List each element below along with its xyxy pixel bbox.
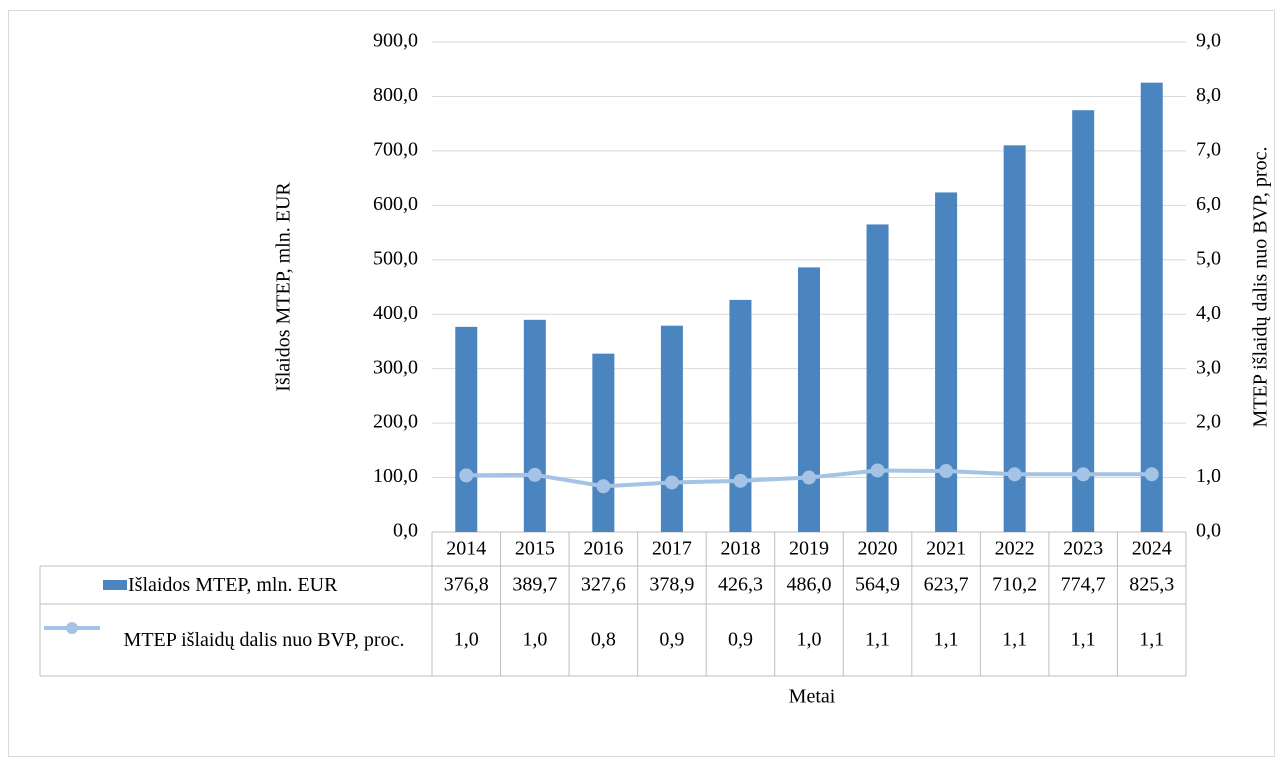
y2-tick-label: 1,0 xyxy=(1196,465,1221,487)
table-value: 0,9 xyxy=(659,629,684,651)
bar xyxy=(729,299,752,532)
legend-key xyxy=(103,580,127,590)
line-marker xyxy=(870,463,885,478)
table-value: 378,9 xyxy=(649,574,694,596)
line-marker xyxy=(459,468,474,483)
y-axis-title: Išlaidos MTEP, mln. EUR xyxy=(273,182,295,392)
legend-key xyxy=(66,622,78,634)
chart-border xyxy=(8,10,1275,757)
y-tick-label: 200,0 xyxy=(373,411,418,433)
bar xyxy=(1003,145,1026,532)
line-marker xyxy=(733,473,748,488)
bar xyxy=(455,326,478,532)
line-marker xyxy=(596,479,611,494)
y-tick-label: 300,0 xyxy=(373,356,418,378)
bar xyxy=(592,353,615,532)
y2-axis-title: MTEP išlaidų dalis nuo BVP, proc. xyxy=(1250,147,1272,428)
table-value: 389,7 xyxy=(512,574,557,596)
y2-tick-label: 8,0 xyxy=(1196,84,1221,106)
bar xyxy=(1140,82,1163,533)
x-tick-label: 2024 xyxy=(1132,538,1172,560)
x-axis-title: Metai xyxy=(789,686,836,708)
line-marker xyxy=(527,467,542,482)
y-tick-label: 500,0 xyxy=(373,247,418,269)
y2-tick-label: 0,0 xyxy=(1196,520,1221,542)
table-value: 1,1 xyxy=(865,629,890,651)
table-value: 1,1 xyxy=(1002,629,1027,651)
table-value: 1,1 xyxy=(1071,629,1096,651)
y-tick-label: 100,0 xyxy=(373,465,418,487)
table-value: 1,1 xyxy=(934,629,959,651)
table-value: 327,6 xyxy=(581,574,626,596)
y-tick-label: 800,0 xyxy=(373,84,418,106)
table-value: 564,9 xyxy=(855,574,900,596)
table-value: 0,9 xyxy=(728,629,753,651)
y-tick-label: 400,0 xyxy=(373,302,418,324)
table-value: 774,7 xyxy=(1061,574,1106,596)
table-value: 623,7 xyxy=(924,574,969,596)
x-tick-label: 2020 xyxy=(858,538,898,560)
y-tick-label: 700,0 xyxy=(373,138,418,160)
x-tick-label: 2017 xyxy=(652,538,692,560)
bar xyxy=(935,192,958,532)
x-tick-label: 2022 xyxy=(995,538,1035,560)
bar xyxy=(660,325,683,532)
y-tick-label: 900,0 xyxy=(373,30,418,52)
bar xyxy=(1072,110,1095,533)
line-marker xyxy=(1007,467,1022,482)
x-tick-label: 2019 xyxy=(789,538,829,560)
x-tick-label: 2023 xyxy=(1063,538,1103,560)
table-value: 710,2 xyxy=(992,574,1037,596)
line-marker xyxy=(664,475,679,490)
line-marker xyxy=(1144,467,1159,482)
y2-tick-label: 3,0 xyxy=(1196,356,1221,378)
legend-label: Išlaidos MTEP, mln. EUR xyxy=(128,574,338,596)
y-tick-label: 600,0 xyxy=(373,193,418,215)
line-marker xyxy=(802,470,816,485)
table-value: 376,8 xyxy=(444,574,489,596)
table-value: 486,0 xyxy=(787,574,832,596)
y2-tick-label: 2,0 xyxy=(1196,411,1221,433)
y2-tick-label: 7,0 xyxy=(1196,138,1221,160)
x-tick-label: 2014 xyxy=(446,538,486,560)
y2-tick-label: 5,0 xyxy=(1196,247,1221,269)
x-tick-label: 2021 xyxy=(926,538,966,560)
x-tick-label: 2018 xyxy=(720,538,760,560)
y2-tick-label: 4,0 xyxy=(1196,302,1221,324)
table-value: 1,1 xyxy=(1139,629,1164,651)
y2-tick-label: 9,0 xyxy=(1196,30,1221,52)
table-value: 1,0 xyxy=(797,629,822,651)
table-value: 825,3 xyxy=(1129,574,1174,596)
y-tick-label: 0,0 xyxy=(393,520,418,542)
x-tick-label: 2015 xyxy=(515,538,555,560)
table-value: 426,3 xyxy=(718,574,763,596)
legend-label: MTEP išlaidų dalis nuo BVP, proc. xyxy=(123,629,405,651)
legend-cell: MTEP išlaidų dalis nuo BVP, proc. xyxy=(123,629,405,651)
x-tick-label: 2016 xyxy=(583,538,623,560)
table-value: 0,8 xyxy=(591,629,616,651)
bar xyxy=(523,319,546,532)
table-value: 1,0 xyxy=(522,629,547,651)
line-marker xyxy=(1076,467,1091,482)
bar xyxy=(866,224,889,532)
line-marker xyxy=(939,464,954,479)
legend-cell: Išlaidos MTEP, mln. EUR xyxy=(128,574,338,596)
y2-tick-label: 6,0 xyxy=(1196,193,1221,215)
table-value: 1,0 xyxy=(454,629,479,651)
bar xyxy=(798,267,820,532)
